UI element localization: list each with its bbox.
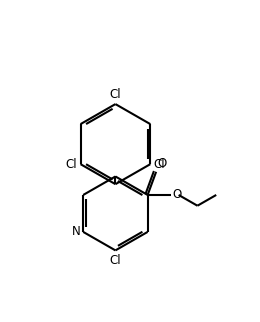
Text: N: N [72, 225, 81, 238]
Text: O: O [158, 157, 167, 170]
Text: Cl: Cl [153, 158, 165, 171]
Text: Cl: Cl [66, 158, 77, 171]
Text: Cl: Cl [110, 254, 121, 267]
Text: Cl: Cl [110, 88, 121, 101]
Text: O: O [172, 188, 182, 202]
